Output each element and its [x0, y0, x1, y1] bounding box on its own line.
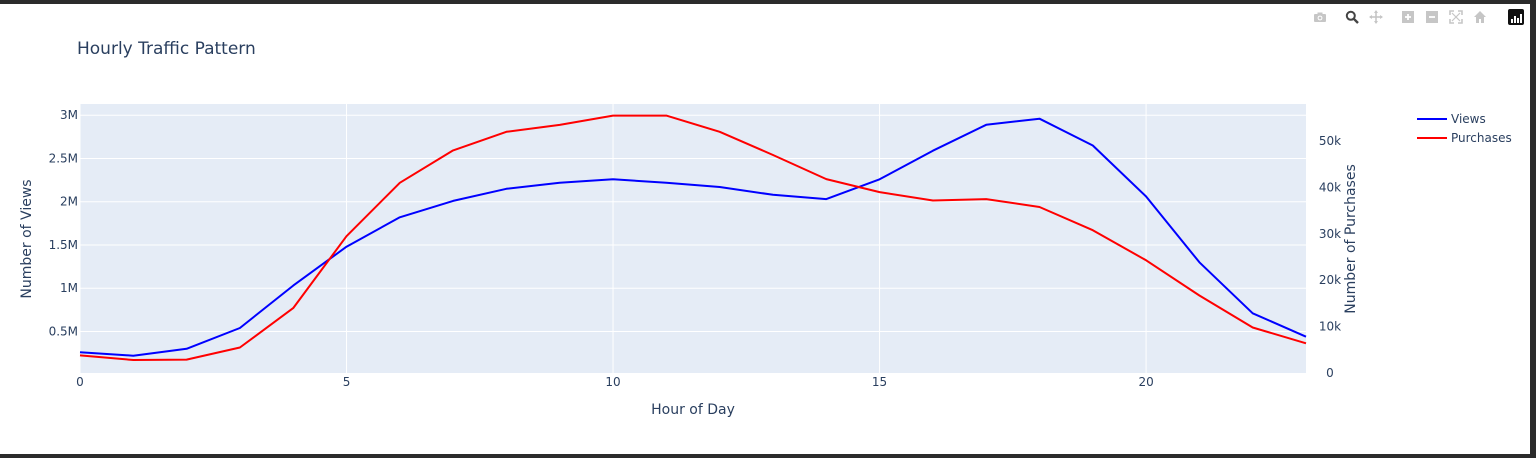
x-tick-label: 20: [1138, 375, 1153, 389]
y2-tick-label: 40k: [1319, 180, 1341, 194]
legend-label-purchases: Purchases: [1451, 131, 1512, 145]
reset-axes-icon[interactable]: [1470, 7, 1490, 27]
x-axis-title: Hour of Day: [651, 402, 735, 418]
y2-tick-label: 10k: [1319, 320, 1341, 334]
legend-item-views[interactable]: Views: [1417, 112, 1486, 126]
y-axis-title: Number of Views: [19, 179, 35, 298]
y-tick-label: 2M: [60, 195, 78, 209]
y2-tick-label: 50k: [1319, 134, 1341, 148]
y2-tick-label: 30k: [1319, 227, 1341, 241]
y-tick-label: 3M: [60, 108, 78, 122]
y-tick-label: 2.5M: [49, 151, 78, 165]
autoscale-icon[interactable]: [1446, 7, 1466, 27]
legend-label-views: Views: [1451, 112, 1486, 126]
zoom-out-icon[interactable]: [1422, 7, 1442, 27]
series-lines: [79, 114, 1307, 361]
pan-icon[interactable]: [1366, 7, 1386, 27]
y2-tick-label: 0: [1326, 366, 1334, 380]
x-tick-label: 5: [343, 375, 351, 389]
y2-tick-labels: 0 10k 20k 30k 40k 50k: [1319, 134, 1341, 380]
legend: Views Purchases: [1417, 112, 1512, 145]
x-gridlines: [79, 104, 1147, 373]
y2-tick-label: 20k: [1319, 273, 1341, 287]
camera-icon[interactable]: [1310, 7, 1330, 27]
series-line-purchases[interactable]: [79, 114, 1307, 361]
y-tick-label: 1M: [60, 281, 78, 295]
series-line-views[interactable]: [79, 117, 1307, 357]
y2-axis-title: Number of Purchases: [1343, 164, 1359, 314]
modebar: [1310, 7, 1524, 27]
plotly-logo-icon[interactable]: [1508, 9, 1524, 25]
chart-title: Hourly Traffic Pattern: [77, 39, 256, 59]
legend-item-purchases[interactable]: Purchases: [1417, 131, 1512, 145]
y-tick-label: 0.5M: [49, 324, 78, 338]
y-tick-label: 1.5M: [49, 238, 78, 252]
zoom-icon[interactable]: [1342, 7, 1362, 27]
x-tick-labels: 0 5 10 15 20: [76, 375, 1154, 389]
x-tick-label: 0: [76, 375, 84, 389]
zoom-in-icon[interactable]: [1398, 7, 1418, 27]
x-tick-label: 15: [872, 375, 887, 389]
y-gridlines: [80, 114, 1306, 332]
x-tick-label: 10: [605, 375, 620, 389]
plot-area: [80, 104, 1306, 373]
y-tick-labels: 0.5M 1M 1.5M 2M 2.5M 3M: [49, 108, 78, 338]
